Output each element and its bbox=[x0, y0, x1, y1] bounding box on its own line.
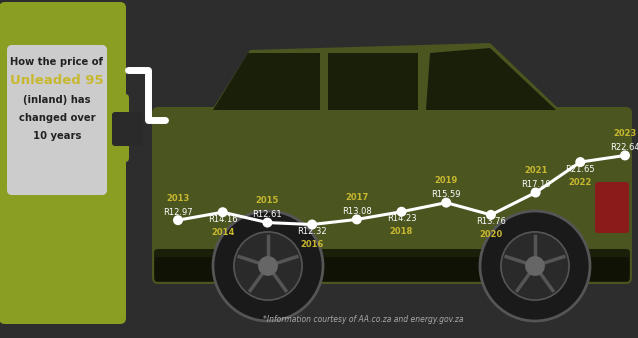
Polygon shape bbox=[426, 48, 556, 110]
Text: 2016: 2016 bbox=[300, 240, 324, 249]
Circle shape bbox=[501, 232, 569, 300]
Text: 2017: 2017 bbox=[345, 193, 368, 202]
FancyBboxPatch shape bbox=[0, 2, 126, 324]
Polygon shape bbox=[213, 53, 320, 110]
Circle shape bbox=[173, 215, 183, 225]
Text: 2023: 2023 bbox=[613, 129, 637, 138]
Polygon shape bbox=[328, 53, 418, 110]
FancyBboxPatch shape bbox=[91, 94, 129, 162]
Circle shape bbox=[213, 211, 323, 321]
Text: 2018: 2018 bbox=[390, 227, 413, 236]
FancyBboxPatch shape bbox=[154, 249, 630, 282]
Text: R13.08: R13.08 bbox=[342, 207, 372, 216]
FancyBboxPatch shape bbox=[112, 112, 143, 146]
Text: (inland) has: (inland) has bbox=[23, 95, 91, 105]
Text: Unleaded 95: Unleaded 95 bbox=[10, 74, 104, 88]
Text: R17.10: R17.10 bbox=[521, 180, 551, 189]
Text: R14.23: R14.23 bbox=[387, 214, 417, 223]
FancyBboxPatch shape bbox=[7, 45, 107, 195]
Text: 2014: 2014 bbox=[211, 228, 234, 237]
Text: How the price of: How the price of bbox=[10, 57, 103, 67]
Circle shape bbox=[525, 256, 545, 276]
FancyBboxPatch shape bbox=[595, 182, 629, 233]
Text: 2013: 2013 bbox=[167, 194, 189, 203]
Circle shape bbox=[307, 219, 317, 230]
Circle shape bbox=[480, 211, 590, 321]
Text: R12.97: R12.97 bbox=[163, 208, 193, 217]
Text: 10 years: 10 years bbox=[33, 131, 81, 141]
Circle shape bbox=[620, 150, 630, 161]
Circle shape bbox=[486, 210, 496, 220]
Circle shape bbox=[234, 232, 302, 300]
Circle shape bbox=[575, 157, 585, 167]
Circle shape bbox=[352, 214, 362, 224]
Text: *Information courtesy of AA.co.za and energy.gov.za: *Information courtesy of AA.co.za and en… bbox=[263, 315, 464, 324]
Text: R15.59: R15.59 bbox=[431, 190, 461, 199]
Text: R13.76: R13.76 bbox=[476, 217, 506, 226]
Text: 2015: 2015 bbox=[256, 196, 279, 205]
Circle shape bbox=[262, 218, 272, 227]
FancyBboxPatch shape bbox=[155, 257, 629, 281]
FancyBboxPatch shape bbox=[152, 107, 632, 284]
Circle shape bbox=[258, 256, 278, 276]
Text: R12.32: R12.32 bbox=[297, 227, 327, 236]
Text: 2019: 2019 bbox=[434, 176, 458, 185]
Text: 2020: 2020 bbox=[479, 231, 503, 239]
Text: 2022: 2022 bbox=[568, 177, 592, 187]
Text: R12.61: R12.61 bbox=[253, 210, 282, 219]
Circle shape bbox=[441, 198, 451, 208]
Text: R14.16: R14.16 bbox=[208, 215, 237, 224]
Text: R22.64: R22.64 bbox=[610, 143, 638, 152]
Text: 2021: 2021 bbox=[524, 166, 547, 175]
Circle shape bbox=[218, 207, 228, 217]
Polygon shape bbox=[210, 43, 560, 113]
Circle shape bbox=[531, 188, 540, 197]
Text: changed over: changed over bbox=[19, 113, 95, 123]
Text: R21.65: R21.65 bbox=[565, 165, 595, 174]
Circle shape bbox=[396, 207, 406, 217]
